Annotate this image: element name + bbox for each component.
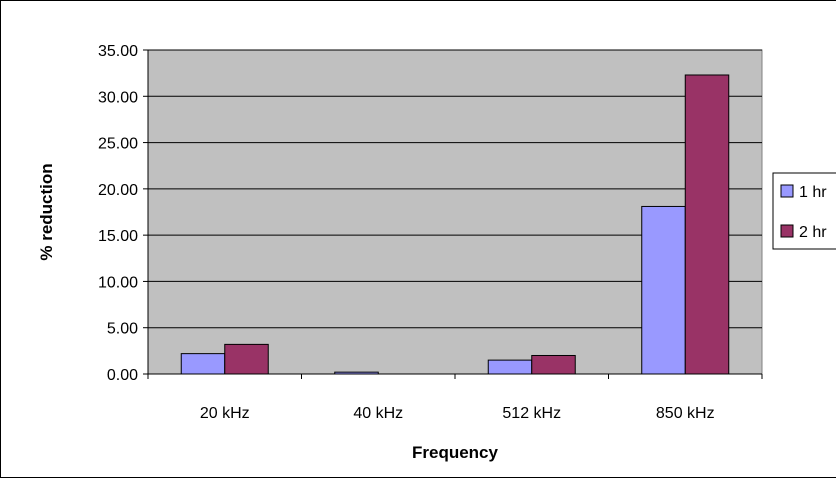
legend-swatch — [780, 224, 794, 238]
legend-label: 1 hr — [799, 184, 827, 201]
bar — [224, 343, 269, 375]
y-tick-labels: 0.00 5.00 10.00 15.00 20.00 25.00 30.00 35.00 — [98, 43, 138, 384]
x-tick-label: 20 kHz — [200, 405, 250, 422]
y-tick-label: 10.00 — [98, 274, 138, 291]
y-tick-label: 15.00 — [98, 228, 138, 245]
y-tick-label: 35.00 — [98, 43, 138, 60]
bar — [531, 354, 576, 375]
legend-label: 2 hr — [799, 224, 827, 241]
y-axis-title: % reduction — [37, 163, 56, 260]
y-tick-label: 0.00 — [107, 367, 138, 384]
x-tick-label: 40 kHz — [353, 405, 403, 422]
bar — [684, 74, 730, 375]
x-tick-label: 512 kHz — [502, 405, 561, 422]
y-tick-label: 5.00 — [107, 321, 138, 338]
axes — [143, 49, 763, 379]
legend: 1 hr 2 hr — [772, 172, 836, 250]
y-tick-label: 30.00 — [98, 89, 138, 106]
y-tick-label: 25.00 — [98, 136, 138, 153]
y-tick-label: 20.00 — [98, 182, 138, 199]
bar — [487, 359, 533, 375]
bar — [180, 353, 226, 375]
bar — [641, 205, 686, 375]
x-axis-title: Frequency — [412, 443, 499, 462]
x-tick-label: 850 kHz — [656, 405, 715, 422]
legend-swatch — [780, 184, 794, 198]
x-tick-labels: 20 kHz 40 kHz 512 kHz 850 kHz — [200, 405, 715, 422]
